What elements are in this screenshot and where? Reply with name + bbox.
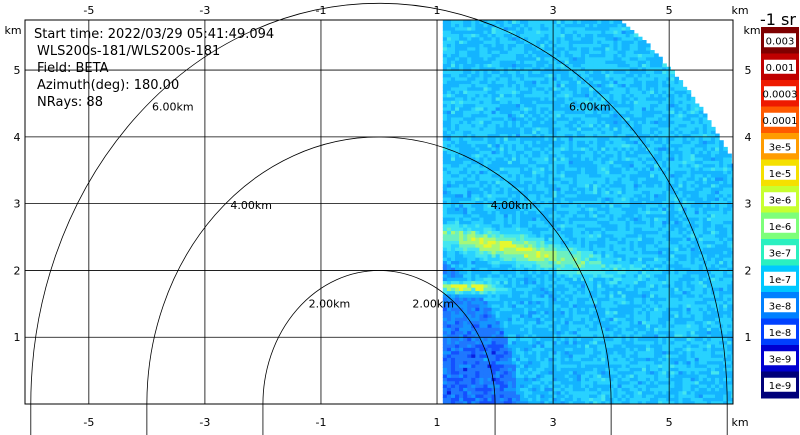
x-tick-bottom-1: 1 [434, 416, 441, 429]
plot-frame [24, 19, 734, 405]
colorbar-label-box-1 [764, 59, 796, 74]
info-block: Start time: 2022/03/29 05:41:49.094 WLS2… [34, 27, 274, 110]
info-instrument: WLS200s-181/WLS200s-181 [37, 44, 220, 59]
range-ring-4 [146, 136, 612, 435]
y-tick-left-3: 3 [14, 198, 21, 211]
colorbar-title: -1 sr [760, 10, 796, 29]
x-tick-bottom--3: -3 [199, 416, 210, 429]
beta-data-sector [442, 20, 733, 404]
ring-label-left-6: 6.00km [152, 100, 194, 113]
x-tick-top--3: -3 [199, 4, 210, 17]
colorbar-label-box-9 [764, 271, 796, 286]
info-azimuth: Azimuth(deg): 180.00 [37, 78, 179, 93]
ring-label-left-4: 4.00km [230, 199, 272, 212]
y-tick-left-4: 4 [14, 131, 21, 144]
x-tick-top--5: -5 [83, 4, 94, 17]
x-tick-bottom-5: 5 [666, 416, 673, 429]
x-tick-top-1: 1 [434, 4, 441, 17]
colorbar-label-box-0 [764, 33, 796, 48]
colorbar-label-1: 0.001 [766, 63, 795, 74]
y-tick-right-1: 1 [745, 331, 752, 344]
axis-ticks: -5 -5 -3 -3 -1 -1 1 1 3 3 5 5 1 1 2 2 3 3 4 4 5 5 km km km km [4, 4, 760, 429]
y-tick-right-2: 2 [745, 264, 752, 277]
colorbar-label-box-13 [764, 377, 796, 392]
x-unit-bottom: km [731, 416, 748, 429]
range-ring-2 [262, 270, 496, 435]
x-tick-top-3: 3 [550, 4, 557, 17]
ring-label-right-6: 6.00km [569, 100, 611, 113]
colorbar-label-box-7 [764, 218, 796, 233]
colorbar-label-box-12 [764, 351, 796, 366]
colorbar-label-10: 3e-8 [769, 301, 792, 312]
ring-label-left-2: 2.00km [309, 297, 351, 310]
colorbar-label-9: 1e-7 [769, 275, 792, 286]
colorbar-label-0: 0.003 [766, 36, 795, 47]
x-tick-top--1: -1 [315, 4, 326, 17]
y-tick-right-3: 3 [745, 198, 752, 211]
y-unit-right: km [743, 24, 760, 37]
colorbar-label-6: 3e-6 [769, 195, 792, 206]
colorbar-label-5: 1e-5 [769, 169, 792, 180]
colorbar-label-13: 1e-9 [769, 381, 792, 392]
x-tick-bottom-3: 3 [550, 416, 557, 429]
colorbar-label-box-5 [764, 165, 796, 180]
info-start-time: Start time: 2022/03/29 05:41:49.094 [34, 27, 274, 42]
colorbar-label-box-11 [764, 324, 796, 339]
range-rings: 2.00km 2.00km 4.00km 4.00km 6.00km 6.00km [30, 3, 728, 435]
ring-label-right-4: 4.00km [491, 199, 533, 212]
y-tick-left-5: 5 [14, 64, 21, 77]
colorbar-label-box-6 [764, 192, 796, 207]
range-ring-6 [30, 3, 728, 435]
info-nrays: NRays: 88 [37, 95, 103, 110]
colorbar-label-box-10 [764, 298, 796, 313]
info-field: Field: BETA [37, 61, 109, 76]
colorbar-label-7: 1e-6 [769, 222, 792, 233]
colorbar-label-11: 1e-8 [769, 328, 792, 339]
y-tick-left-2: 2 [14, 264, 21, 277]
ring-label-right-2: 2.00km [412, 297, 454, 310]
colorbar-label-box-3 [764, 112, 796, 127]
colorbar-label-box-4 [764, 139, 796, 154]
colorbar-label-3: 0.0001 [763, 116, 798, 127]
y-tick-right-5: 5 [745, 64, 752, 77]
colorbar-label-12: 3e-9 [769, 354, 792, 365]
colorbar: 0.003 0.001 0.0003 0.0001 3e-5 1e-5 3e-6 1e-6 3e… [761, 27, 799, 399]
x-tick-bottom--1: -1 [315, 416, 326, 429]
colorbar-label-box-2 [764, 86, 796, 101]
colorbar-label-8: 3e-7 [769, 248, 792, 259]
y-unit-left: km [4, 24, 21, 37]
x-unit-top: km [731, 4, 748, 17]
x-tick-top-5: 5 [666, 4, 673, 17]
colorbar-label-4: 3e-5 [769, 142, 792, 153]
x-tick-bottom--5: -5 [83, 416, 94, 429]
y-tick-left-1: 1 [14, 331, 21, 344]
colorbar-label-box-8 [764, 245, 796, 260]
y-tick-right-4: 4 [745, 131, 752, 144]
colorbar-label-2: 0.0003 [763, 89, 798, 100]
